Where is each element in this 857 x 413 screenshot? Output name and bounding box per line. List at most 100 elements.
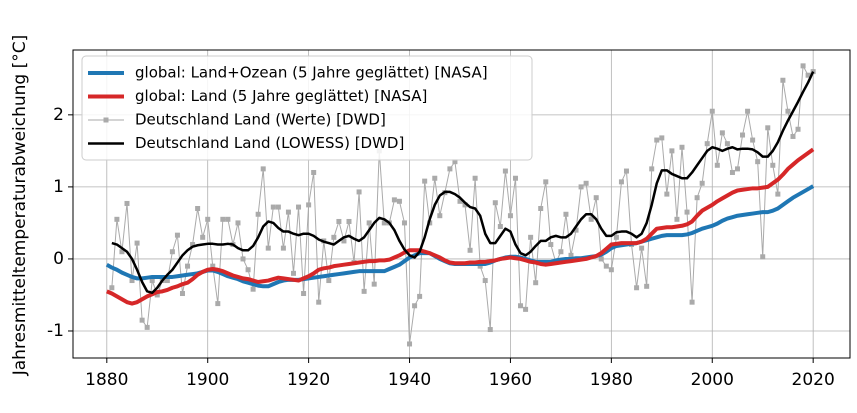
data-point [144,324,150,330]
data-point [149,278,155,284]
data-point [760,254,766,260]
data-point [533,280,539,286]
data-point [296,204,302,210]
data-point [341,238,347,244]
data-point [770,162,776,168]
data-point [240,256,246,262]
data-point [644,283,650,289]
x-tick-label: 2000 [691,370,734,390]
data-point [664,191,670,197]
data-point [578,184,584,190]
data-point [109,285,115,291]
data-point [326,278,332,284]
data-point [800,63,806,69]
data-point [154,292,160,298]
data-point [220,216,226,222]
data-point [407,341,413,347]
data-point [472,175,478,181]
data-point [623,168,629,174]
data-point [568,252,574,258]
plot-frame [72,49,851,359]
data-point [437,213,443,219]
data-point [185,263,191,269]
data-point [134,240,140,246]
data-point [795,126,801,132]
data-point [356,189,362,195]
data-point [719,130,725,136]
data-point [381,220,387,226]
data-point [270,204,276,210]
data-point [285,209,291,215]
data-point [790,133,796,139]
data-point [618,179,624,185]
data-point [709,108,715,114]
data-point [412,303,418,309]
data-point [452,159,458,165]
series-line [106,147,815,306]
x-tick-label: 2020 [792,370,835,390]
x-tick-label: 1940 [388,370,431,390]
data-point [306,202,312,208]
x-tick-label: 1920 [287,370,330,390]
data-point [174,232,180,238]
data-point [538,206,544,212]
y-tick-label: -1 [47,321,64,341]
data-point [765,125,771,131]
data-point [290,270,296,276]
data-point [391,197,397,203]
data-point [164,278,170,284]
data-point [422,178,428,184]
x-tick-label: 1900 [186,370,229,390]
data-point [396,198,402,204]
data-point [745,108,751,114]
data-point [729,169,735,175]
legend-label: Deutschland Land (LOWESS) [DWD] [135,134,404,152]
data-point [124,200,130,206]
data-point [316,299,322,305]
data-point [634,285,640,291]
data-point [119,249,125,255]
data-point [543,179,549,185]
data-point [724,141,730,147]
data-point [205,216,211,222]
data-point [371,281,377,287]
data-point [598,256,604,262]
data-point [255,211,261,217]
data-point [331,234,337,240]
data-point [210,263,216,269]
data-point [250,286,256,292]
data-point [275,204,281,210]
data-point [195,206,201,212]
data-point [694,195,700,201]
data-point [467,247,473,253]
data-point [265,245,271,251]
data-point [235,220,241,226]
data-point [654,137,660,143]
data-point [482,278,488,284]
data-point [179,291,185,297]
data-point [639,245,645,251]
data-point [613,234,619,240]
data-point [714,162,720,168]
data-point [704,141,710,147]
data-point [512,175,518,181]
y-tick-label: 1 [53,177,64,197]
data-point [225,216,231,222]
data-point [502,168,508,174]
data-point [311,169,317,175]
data-point [417,293,423,299]
data-point [280,245,286,251]
data-point [114,216,120,222]
data-point [750,137,756,143]
data-point [593,195,599,201]
data-point [755,159,761,165]
data-point [518,303,524,309]
data-point [366,220,372,226]
data-point [573,227,579,233]
y-axis-label: Jahresmitteltemperaturabweichung [°C] [10,35,30,377]
data-point [775,191,781,197]
data-point [462,202,468,208]
data-point [457,198,463,204]
data-point [608,267,614,273]
